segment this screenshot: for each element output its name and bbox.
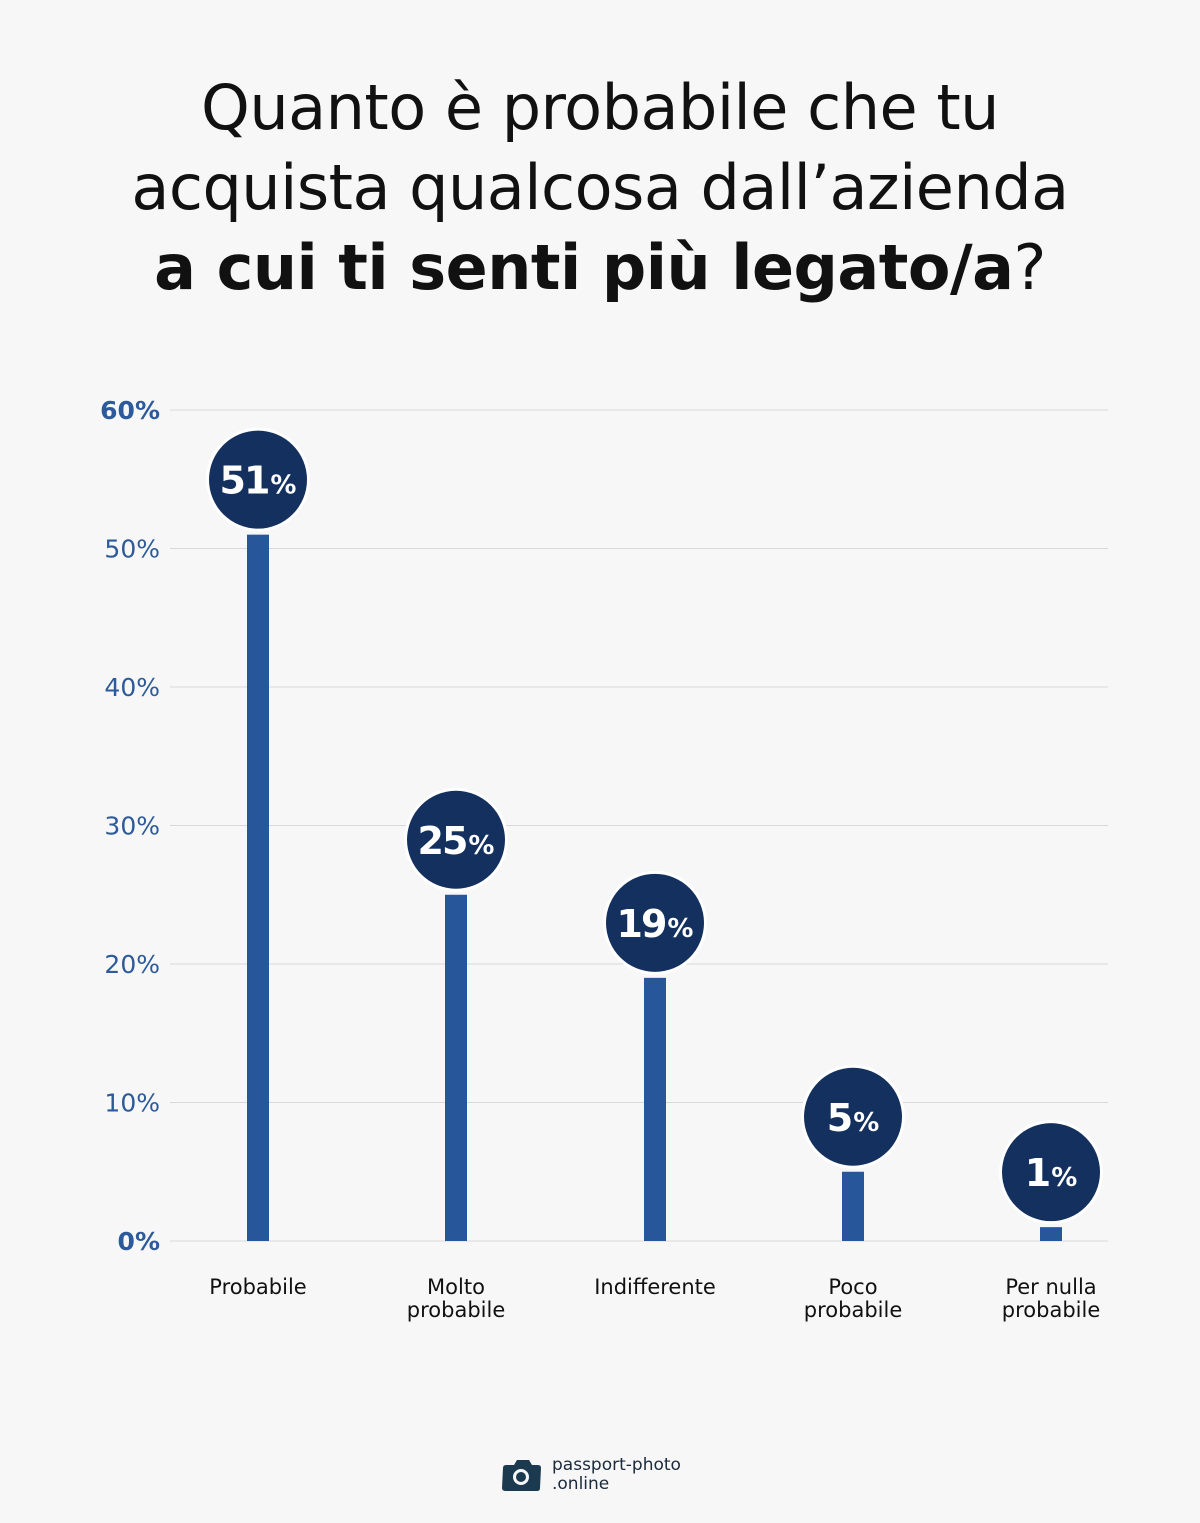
logo-line-2: .online xyxy=(552,1474,610,1494)
bar xyxy=(247,534,269,1241)
x-tick-label-line: probabile xyxy=(804,1298,902,1322)
title-line-3-bold: a cui ti senti più legato/a xyxy=(154,231,1014,304)
value-bubble: 19% xyxy=(603,870,707,975)
data-label-suffix: % xyxy=(667,914,693,944)
title-line-3: a cui ti senti più legato/a? xyxy=(0,228,1200,308)
data-label-value: 5 xyxy=(827,1096,851,1140)
data-label: 1% xyxy=(1025,1151,1078,1195)
brand-logo: passport-photo .online xyxy=(500,1452,681,1498)
x-tick-label: Per nulla probabile xyxy=(1002,1275,1100,1322)
y-tick-label: 40% xyxy=(104,673,160,702)
chart-title: Quanto è probabile che tu acquista qualc… xyxy=(0,68,1200,308)
x-tick-label-line: Indifferente xyxy=(594,1275,716,1299)
bar xyxy=(445,894,467,1241)
data-label: 5% xyxy=(827,1096,880,1140)
y-tick-label: 0% xyxy=(118,1227,160,1256)
x-tick-label-line: probabile xyxy=(1002,1298,1100,1322)
data-label-value: 51 xyxy=(220,459,269,503)
data-label: 25% xyxy=(418,819,495,863)
value-bubble: 1% xyxy=(999,1120,1103,1225)
bubble-circle xyxy=(209,430,307,529)
y-tick-label: 10% xyxy=(104,1089,160,1118)
data-label-value: 25 xyxy=(418,819,467,863)
bar xyxy=(644,977,666,1241)
x-tick-label-line: Poco xyxy=(828,1275,877,1299)
data-label-suffix: % xyxy=(853,1108,879,1138)
x-tick-label-line: probabile xyxy=(407,1298,505,1322)
x-tick-label: Probabile xyxy=(209,1275,306,1299)
bubble-circle xyxy=(407,790,505,889)
bar xyxy=(1040,1227,1062,1241)
logo-line-1: passport-photo xyxy=(552,1455,681,1475)
y-tick-label: 30% xyxy=(104,812,160,841)
bubble-circle xyxy=(606,873,704,972)
x-tick-label: Indifferente xyxy=(594,1275,716,1299)
y-tick-label: 60% xyxy=(100,396,160,425)
y-axis-ticks: 0% 10% 20% 30% 40% 50% 60% xyxy=(100,396,160,1256)
logo-text: passport-photo .online xyxy=(552,1456,681,1494)
bubble-circle xyxy=(804,1067,902,1166)
gridlines xyxy=(170,409,1108,1242)
x-tick-label-line: Probabile xyxy=(209,1275,306,1299)
x-tick-label-line: Per nulla xyxy=(1005,1275,1096,1299)
bar xyxy=(842,1171,864,1241)
camera-icon xyxy=(502,1460,541,1491)
data-label-value: 19 xyxy=(617,902,666,946)
x-tick-label: Molto probabile xyxy=(407,1275,505,1322)
data-label-suffix: % xyxy=(270,471,296,501)
bubble-circle xyxy=(1002,1123,1100,1222)
title-line-1: Quanto è probabile che tu xyxy=(201,71,999,144)
x-tick-label-line: Molto xyxy=(427,1275,485,1299)
title-question-mark: ? xyxy=(1013,231,1046,304)
data-label: 51% xyxy=(220,459,297,503)
y-tick-label: 50% xyxy=(104,535,160,564)
data-label-value: 1 xyxy=(1025,1151,1049,1195)
bars xyxy=(247,534,1062,1241)
data-label: 19% xyxy=(617,902,694,946)
value-bubble: 5% xyxy=(801,1064,905,1169)
data-label-suffix: % xyxy=(468,831,494,861)
value-bubbles: 51%25%19%5%1% xyxy=(206,427,1103,1225)
title-line-2: acquista qualcosa dall’azienda xyxy=(131,151,1069,224)
y-tick-label: 20% xyxy=(104,950,160,979)
value-bubble: 51% xyxy=(206,427,310,532)
value-bubble: 25% xyxy=(404,787,508,892)
data-label-suffix: % xyxy=(1051,1163,1077,1193)
x-tick-label: Poco probabile xyxy=(804,1275,902,1322)
